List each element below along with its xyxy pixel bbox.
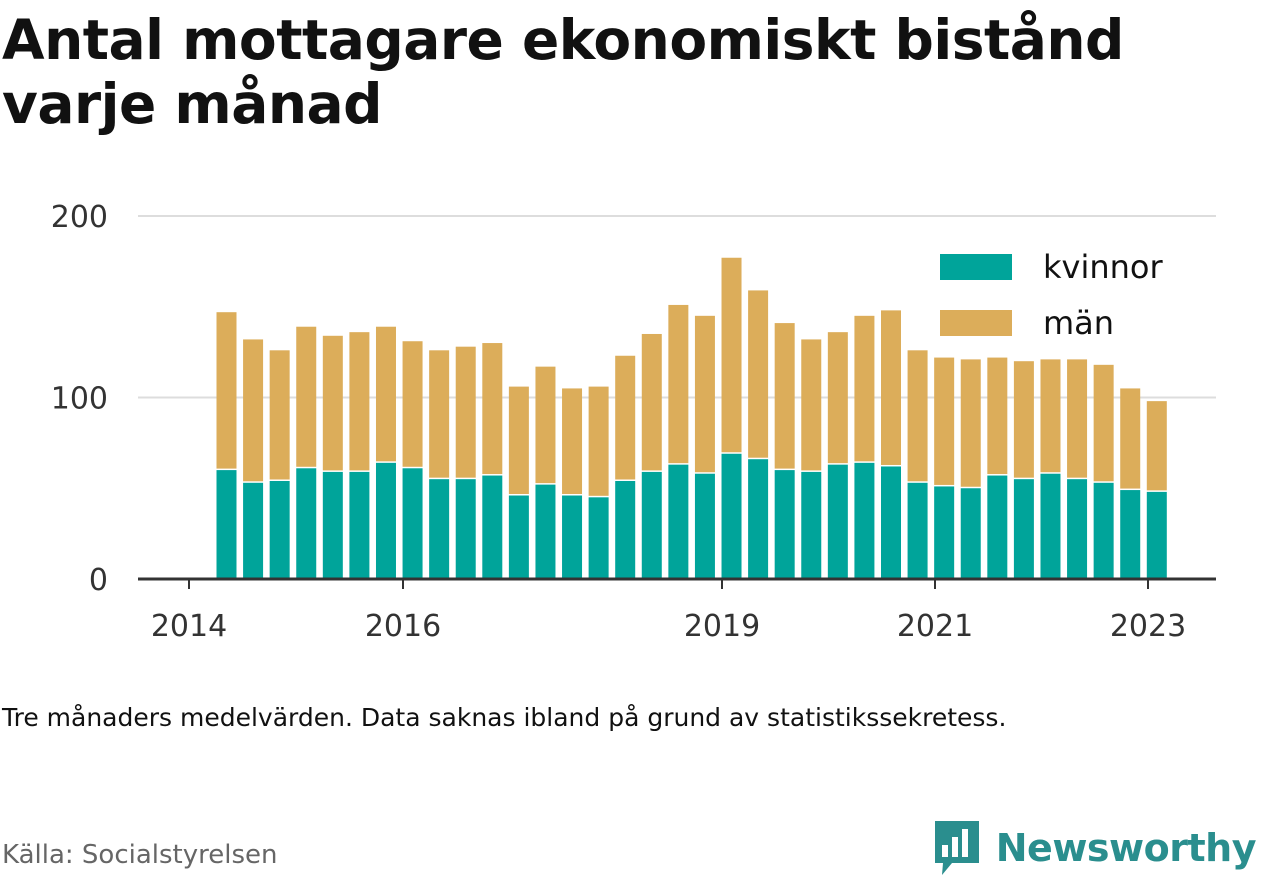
- bar-man: [296, 326, 317, 467]
- bar-kvinnor: [349, 471, 370, 579]
- bar-kvinnor: [562, 495, 583, 579]
- chart-title: Antal mottagare ekonomiskt bistånd varje…: [2, 8, 1124, 136]
- bar-man: [402, 341, 423, 467]
- bar-kvinnor: [1040, 473, 1061, 579]
- bar-man: [748, 290, 769, 458]
- bar-man: [694, 315, 715, 473]
- bar-kvinnor: [748, 459, 769, 579]
- bar-man: [375, 326, 396, 462]
- x-axis: 2014 2016 2019 2021 2023: [138, 577, 1216, 644]
- legend-label-man: män: [1043, 304, 1114, 342]
- bar-kvinnor: [508, 495, 529, 579]
- bar-kvinnor: [588, 497, 609, 579]
- bar-kvinnor: [615, 480, 636, 579]
- bar-man: [349, 332, 370, 471]
- bar-man: [269, 350, 290, 480]
- bar-man: [455, 346, 476, 478]
- bar-kvinnor: [1013, 479, 1034, 579]
- bar-kvinnor: [987, 475, 1008, 579]
- x-tick-label-2019: 2019: [684, 609, 760, 644]
- x-tick-label-2016: 2016: [365, 609, 441, 644]
- bar-kvinnor: [535, 484, 556, 579]
- bar-man: [562, 388, 583, 495]
- bar-man: [827, 332, 848, 464]
- bar-man: [535, 366, 556, 484]
- bar-man: [482, 343, 503, 475]
- bar-kvinnor: [854, 462, 875, 579]
- bar-man: [322, 335, 343, 471]
- bar-kvinnor: [322, 471, 343, 579]
- bar-man: [881, 310, 901, 465]
- bar-kvinnor: [960, 488, 981, 579]
- x-tick-label-2021: 2021: [897, 609, 973, 644]
- newsworthy-brand: Newsworthy: [932, 818, 1257, 878]
- x-tick-label-2014: 2014: [151, 609, 227, 644]
- bar-man: [588, 386, 609, 496]
- bar-kvinnor: [269, 480, 290, 579]
- y-tick-label-100: 100: [51, 382, 108, 417]
- bar-man: [1146, 401, 1167, 491]
- bar-man: [668, 304, 689, 464]
- bar-kvinnor: [1120, 490, 1141, 579]
- bar-man: [243, 339, 264, 482]
- bar-man: [615, 355, 636, 480]
- bar-man: [801, 339, 822, 471]
- bar-kvinnor: [934, 486, 955, 579]
- bar-man: [854, 315, 875, 462]
- bar-kvinnor: [774, 470, 795, 579]
- bar-kvinnor: [1093, 482, 1114, 579]
- legend-swatch-kvinnor: [940, 254, 1012, 280]
- bars: [216, 257, 1167, 579]
- bar-kvinnor: [1067, 479, 1088, 579]
- bar-man: [907, 350, 928, 482]
- stacked-bar-chart: 0 100 200 2014 2016 2019 2021 2023 kvinnor män: [51, 200, 1216, 644]
- bar-man: [1040, 359, 1061, 473]
- bar-man: [934, 357, 955, 485]
- bar-man: [721, 257, 742, 453]
- bar-man: [508, 386, 529, 495]
- bar-man: [987, 357, 1008, 475]
- bar-kvinnor: [482, 475, 503, 579]
- bar-chart-logo-icon: [934, 821, 979, 875]
- legend: kvinnor män: [940, 248, 1164, 342]
- bar-man: [774, 323, 795, 469]
- y-tick-label-0: 0: [89, 563, 108, 598]
- bar-man: [641, 333, 662, 471]
- bar-kvinnor: [216, 470, 237, 579]
- bar-kvinnor: [827, 464, 848, 579]
- bar-kvinnor: [721, 453, 742, 579]
- y-tick-label-200: 200: [51, 200, 108, 235]
- legend-label-kvinnor: kvinnor: [1043, 248, 1164, 286]
- legend-swatch-man: [940, 310, 1012, 336]
- brand-name: Newsworthy: [995, 826, 1257, 870]
- bar-man: [216, 312, 237, 469]
- x-tick-label-2023: 2023: [1110, 609, 1186, 644]
- bar-kvinnor: [429, 479, 450, 579]
- bar-man: [960, 359, 981, 487]
- bar-kvinnor: [375, 462, 396, 579]
- bar-kvinnor: [455, 479, 476, 579]
- bar-kvinnor: [881, 466, 901, 579]
- bar-kvinnor: [641, 471, 662, 579]
- bar-man: [1120, 388, 1141, 489]
- bar-kvinnor: [243, 482, 264, 579]
- bar-kvinnor: [668, 464, 689, 579]
- bar-kvinnor: [801, 471, 822, 579]
- bar-man: [1013, 361, 1034, 478]
- bar-kvinnor: [296, 468, 317, 579]
- bar-kvinnor: [402, 468, 423, 579]
- chart-caption: Tre månaders medelvärden. Data saknas ib…: [2, 703, 1007, 732]
- bar-kvinnor: [907, 482, 928, 579]
- bar-man: [1093, 364, 1114, 482]
- source-note: Källa: Socialstyrelsen: [2, 840, 278, 870]
- bar-kvinnor: [1146, 491, 1167, 579]
- bar-man: [1067, 359, 1088, 478]
- bar-man: [429, 350, 450, 478]
- bar-kvinnor: [694, 473, 715, 579]
